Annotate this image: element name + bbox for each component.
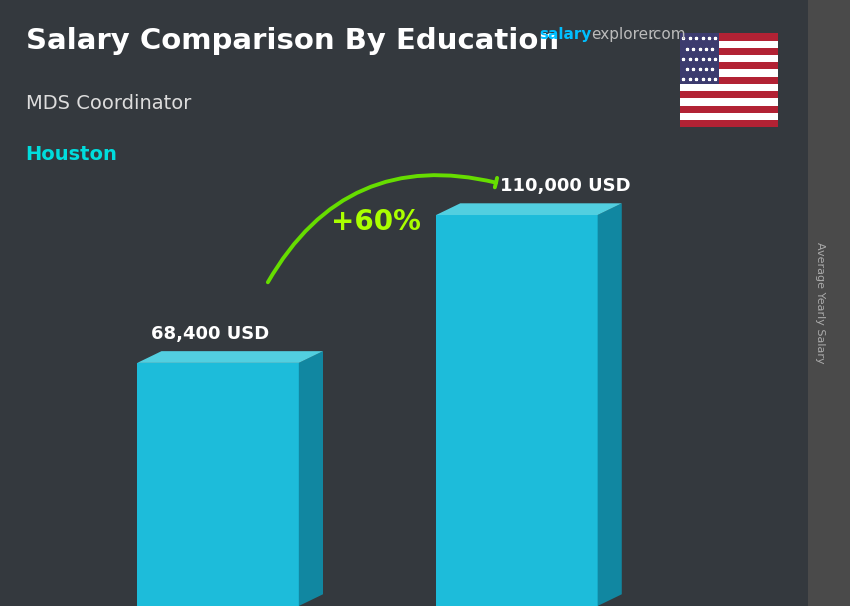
Polygon shape <box>298 351 323 606</box>
Bar <box>680 33 778 41</box>
Text: explorer: explorer <box>591 27 654 42</box>
Bar <box>680 98 778 105</box>
Text: MDS Coordinator: MDS Coordinator <box>26 94 191 113</box>
Text: 68,400 USD: 68,400 USD <box>150 325 269 344</box>
Bar <box>680 55 778 62</box>
Polygon shape <box>138 363 298 606</box>
Polygon shape <box>436 203 621 215</box>
Polygon shape <box>598 203 621 606</box>
Bar <box>680 48 778 55</box>
Bar <box>680 91 778 98</box>
Text: 110,000 USD: 110,000 USD <box>500 178 631 196</box>
Bar <box>680 41 778 48</box>
Bar <box>680 84 778 91</box>
Bar <box>680 70 778 77</box>
Text: +60%: +60% <box>331 208 421 236</box>
Bar <box>680 113 778 120</box>
Text: salary: salary <box>540 27 592 42</box>
Bar <box>680 62 778 70</box>
Polygon shape <box>436 215 598 606</box>
Text: .com: .com <box>649 27 686 42</box>
Text: Average Yearly Salary: Average Yearly Salary <box>815 242 825 364</box>
Bar <box>680 105 778 113</box>
Text: Houston: Houston <box>26 145 117 164</box>
Bar <box>680 120 778 127</box>
Bar <box>680 77 778 84</box>
Bar <box>680 33 719 84</box>
Text: Salary Comparison By Education: Salary Comparison By Education <box>26 27 558 55</box>
Polygon shape <box>138 351 323 363</box>
